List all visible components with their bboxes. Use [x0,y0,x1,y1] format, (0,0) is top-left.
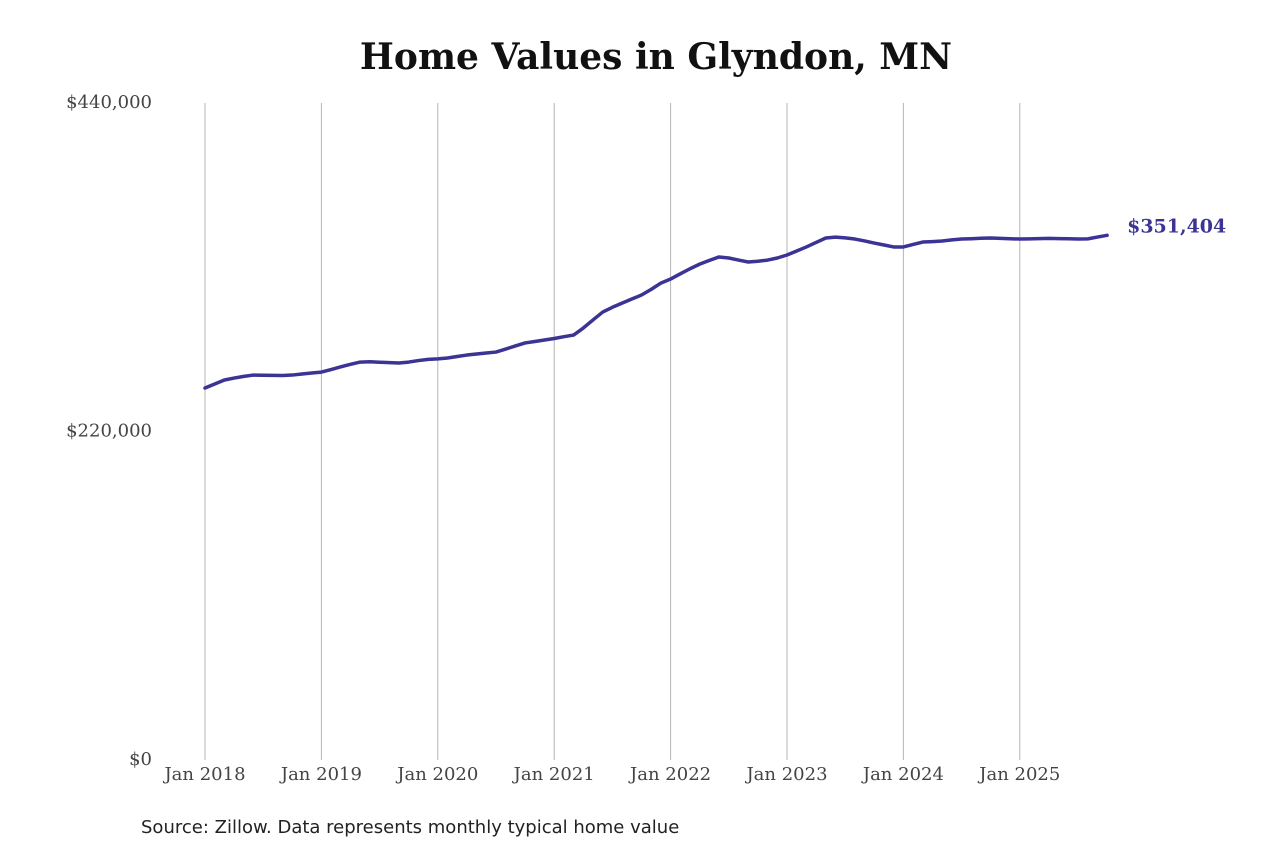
x-tick-label: Jan 2025 [977,764,1060,785]
x-tick-label: Jan 2018 [162,764,245,785]
x-tick-label: Jan 2021 [512,764,595,785]
x-tick-label: Jan 2023 [744,764,827,785]
x-tick-label: Jan 2024 [861,764,944,785]
x-tick-label: Jan 2022 [628,764,711,785]
y-tick-label: $440,000 [66,92,152,113]
source-note: Source: Zillow. Data represents monthly … [141,817,679,838]
y-tick-label: $220,000 [66,421,152,442]
y-tick-label: $0 [129,749,152,770]
x-tick-label: Jan 2019 [279,764,362,785]
chart-title: Home Values in Glyndon, MN [360,36,952,78]
data-label: $351,404 [1127,215,1226,237]
line [203,233,1109,390]
x-tick-label: Jan 2020 [395,764,478,785]
